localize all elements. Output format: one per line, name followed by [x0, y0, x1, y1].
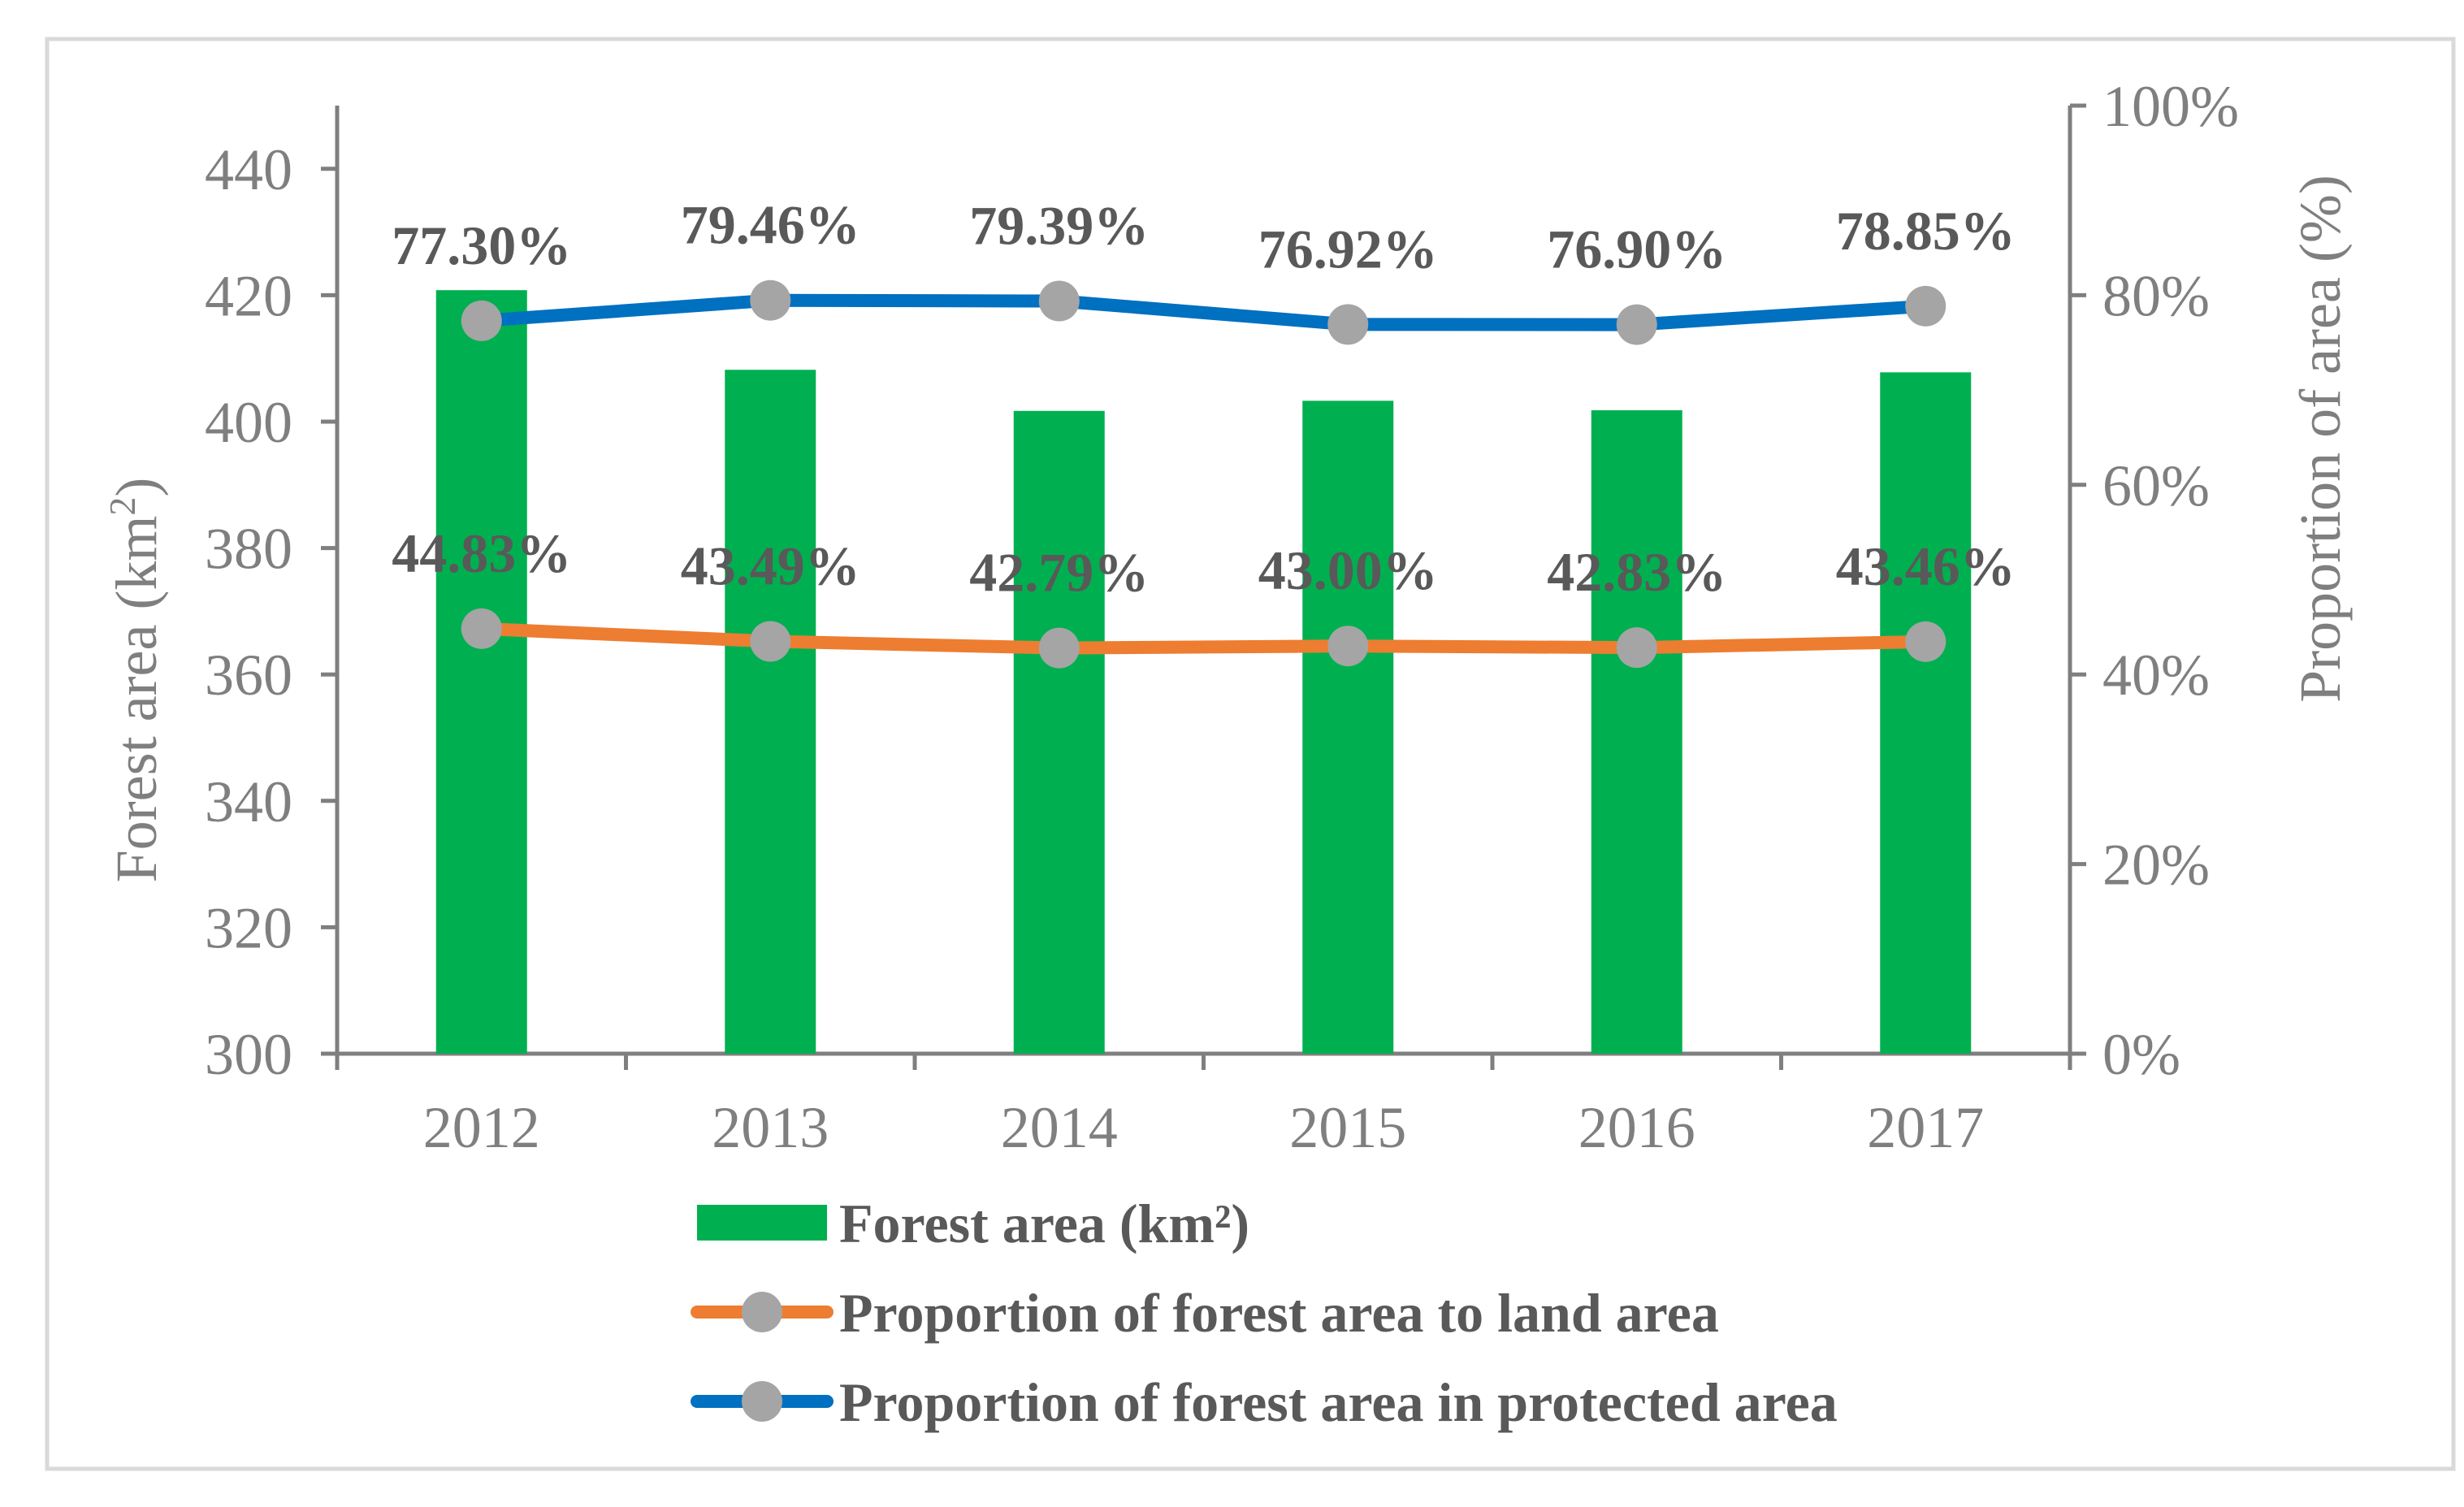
data-label-protected-area: 79.46% — [681, 194, 860, 256]
legend-label: Proportion of forest area to land area — [839, 1282, 1719, 1344]
data-label-land-area: 42.83% — [1547, 541, 1726, 603]
y-left-tick-label: 340 — [205, 769, 292, 834]
bar-forest-area — [1591, 409, 1682, 1054]
data-label-land-area: 44.83% — [392, 522, 571, 584]
bar-forest-area — [1302, 401, 1394, 1054]
data-label-protected-area: 76.90% — [1547, 219, 1726, 280]
marker-land-area — [461, 608, 502, 649]
marker-land-area — [1327, 626, 1369, 667]
data-label-protected-area: 79.39% — [969, 195, 1149, 257]
y-left-tick-label: 400 — [205, 390, 292, 455]
data-label-protected-area: 78.85% — [1836, 200, 2016, 262]
legend-swatch-forest-area — [697, 1205, 827, 1241]
y-right-tick-label: 100% — [2102, 74, 2239, 139]
legend-label: Proportion of forest area in protected a… — [839, 1371, 1838, 1433]
x-tick-label: 2014 — [1001, 1095, 1118, 1160]
line-land-area — [474, 621, 1933, 655]
y-right-tick-label: 20% — [2102, 833, 2210, 898]
marker-land-area — [1616, 627, 1657, 669]
bar-forest-area — [1013, 410, 1105, 1054]
data-label-land-area: 42.79% — [969, 542, 1149, 604]
x-tick-label: 2012 — [423, 1095, 540, 1160]
y-left-tick-label: 440 — [205, 137, 292, 202]
marker-protected-area — [1038, 280, 1080, 322]
marker-protected-area — [750, 279, 791, 321]
bar-forest-area — [1880, 372, 1972, 1054]
legend-marker-swatch — [742, 1381, 782, 1422]
marker-land-area — [750, 621, 791, 662]
legend-marker-swatch — [742, 1292, 782, 1332]
y-right-axis-title: Proportion of area (%) — [2288, 175, 2353, 703]
marker-land-area — [1038, 627, 1080, 669]
y-right-tick-label: 0% — [2102, 1022, 2180, 1087]
x-tick-label: 2015 — [1289, 1095, 1406, 1160]
y-right-tick-label: 60% — [2102, 453, 2210, 518]
data-label-protected-area: 77.30% — [392, 214, 571, 276]
y-left-axis-title-sup: 2 — [102, 497, 143, 516]
marker-protected-area — [1905, 285, 1947, 327]
marker-protected-area — [1616, 304, 1657, 345]
y-left-tick-label: 300 — [205, 1022, 292, 1087]
line-protected-area — [474, 293, 1933, 331]
x-tick-label: 2013 — [712, 1095, 829, 1160]
y-right-tick-label: 40% — [2102, 643, 2210, 708]
y-left-tick-label: 420 — [205, 263, 292, 328]
y-left-tick-label: 380 — [205, 517, 292, 582]
plot-area: 300 320 340 360 380 400 420 440 0% 20% 40% 60% 80% 10… — [205, 74, 2239, 1160]
y-left-tick-label: 320 — [205, 895, 292, 960]
y-right-tick-label: 80% — [2102, 263, 2210, 328]
y-left-axis-title: Forest area (km2) — [102, 478, 169, 883]
y-left-tick-label: 360 — [205, 643, 292, 708]
marker-protected-area — [1327, 304, 1369, 345]
legend-label: Forest area (km²) — [839, 1193, 1249, 1254]
legend: Forest area (km²) Proportion of forest ar… — [691, 1193, 1838, 1433]
data-label-land-area: 43.46% — [1836, 535, 2016, 597]
marker-protected-area — [461, 300, 502, 341]
bar-forest-area — [435, 290, 527, 1054]
data-label-protected-area: 76.92% — [1258, 218, 1438, 279]
x-tick-label: 2017 — [1867, 1095, 1984, 1160]
marker-land-area — [1905, 621, 1947, 662]
data-label-land-area: 43.49% — [681, 535, 860, 596]
x-tick-label: 2016 — [1578, 1095, 1695, 1160]
data-label-land-area: 43.00% — [1258, 539, 1438, 601]
bar-forest-area — [725, 370, 816, 1054]
